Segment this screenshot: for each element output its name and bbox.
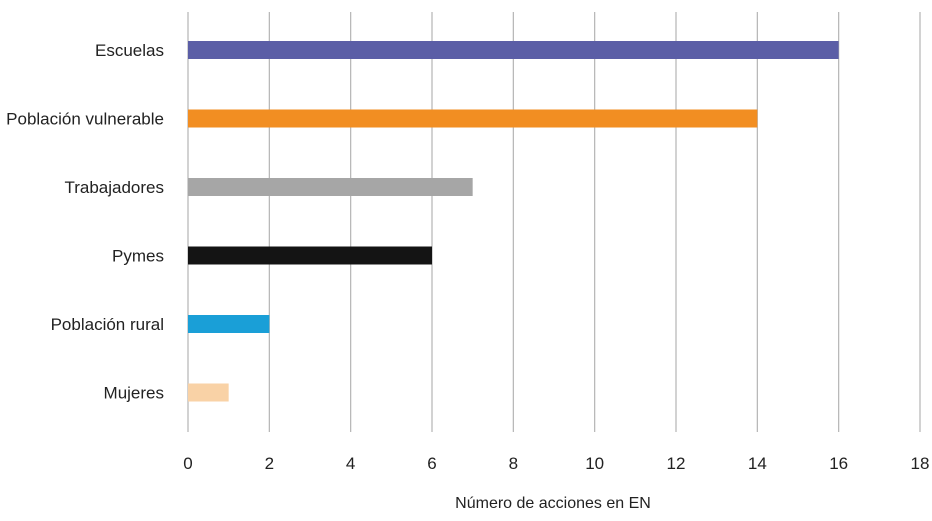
x-axis-title: Número de acciones en EN xyxy=(455,495,651,512)
category-label: Trabajadores xyxy=(64,178,164,197)
x-tick-label: 18 xyxy=(911,454,930,473)
x-tick-label: 0 xyxy=(183,454,192,473)
x-tick-label: 8 xyxy=(509,454,518,473)
bar xyxy=(188,246,432,265)
x-tick-label: 14 xyxy=(748,454,767,473)
x-tick-label: 16 xyxy=(829,454,848,473)
bar xyxy=(188,178,473,196)
bar xyxy=(188,315,270,333)
bars xyxy=(188,41,839,402)
category-label: Escuelas xyxy=(95,41,164,60)
x-tick-label: 2 xyxy=(265,454,274,473)
x-tick-label: 12 xyxy=(667,454,686,473)
category-label: Mujeres xyxy=(104,384,164,403)
x-tick-label: 10 xyxy=(585,454,604,473)
category-labels: Escuelas Población vulnerable Trabajadores… xyxy=(6,41,164,403)
bar xyxy=(188,41,839,59)
x-tick-labels: 0 2 4 6 8 10 12 14 16 18 xyxy=(183,454,929,473)
category-label: Población rural xyxy=(51,315,164,334)
x-tick-label: 4 xyxy=(346,454,355,473)
bar xyxy=(188,109,758,128)
category-label: Población vulnerable xyxy=(6,110,164,129)
x-tick-label: 6 xyxy=(427,454,436,473)
bar xyxy=(188,383,229,402)
gridlines xyxy=(187,12,921,432)
category-label: Pymes xyxy=(112,247,164,266)
